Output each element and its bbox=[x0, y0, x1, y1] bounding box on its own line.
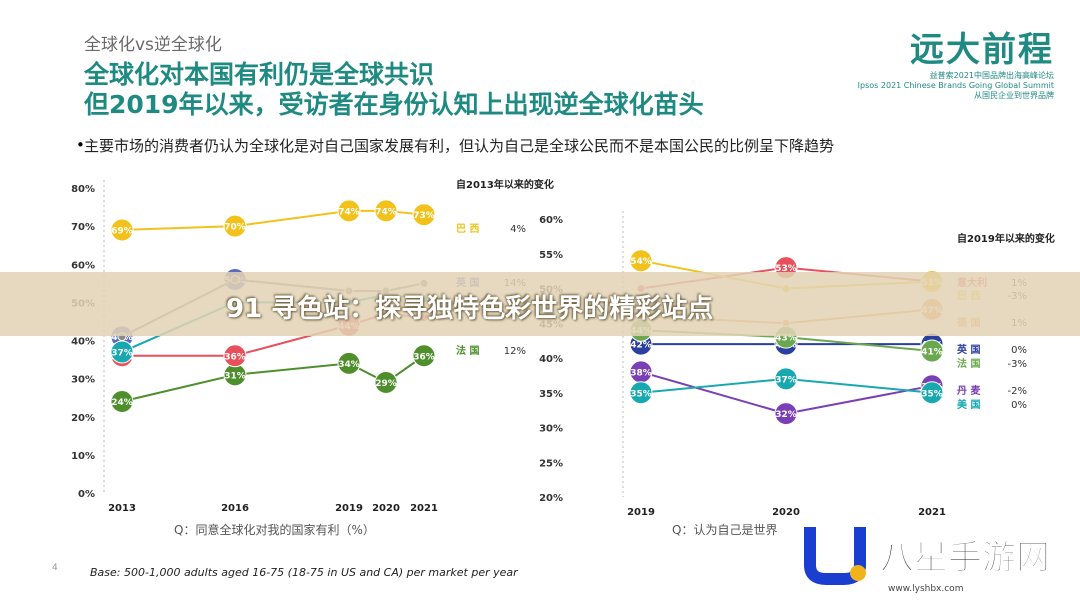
chart-0-series-3-point-1 bbox=[223, 344, 247, 368]
chart-0-series-2-point-0 bbox=[110, 390, 134, 413]
slide-title: 全球化对本国有利仍是全球共识 但2019年以来，受访者在身份认知上出现逆全球化苗… bbox=[84, 60, 704, 120]
chart-0-ytick-8: 80% bbox=[71, 184, 95, 195]
watermark-logo: 八星手游网 www.lyshbx.com bbox=[798, 515, 1051, 594]
chart-1-legend-change-5: -2% bbox=[1008, 386, 1027, 397]
overlay-banner bbox=[0, 272, 1080, 336]
logo-wordmark: 远大前程 bbox=[910, 30, 1054, 70]
chart-0-series-0-label-4: 73% bbox=[413, 211, 435, 221]
base-note: Base: 500-1,000 adults aged 16-75 (18-75… bbox=[90, 566, 518, 579]
chart-0-ytick-2: 20% bbox=[71, 413, 95, 424]
chart-1-series-6-point-1 bbox=[774, 367, 798, 391]
chart-1-legend-title: 自2019年以来的变化 bbox=[957, 232, 1055, 245]
chart-1-ytick-8: 60% bbox=[539, 215, 563, 226]
chart-1-ytick-7: 55% bbox=[539, 250, 563, 261]
chart-1-ytick-0: 20% bbox=[539, 493, 563, 504]
chart-0-series-3-label-1: 36% bbox=[224, 352, 246, 362]
title-line-1: 全球化对本国有利仍是全球共识 bbox=[84, 60, 435, 89]
chart-1-series-5-point-1 bbox=[774, 402, 798, 426]
chart-1-series-6-label-0: 35% bbox=[630, 389, 652, 399]
chart-1-series-5-label-1: 32% bbox=[775, 410, 797, 420]
chart-0-xtick-4: 2021 bbox=[410, 503, 438, 514]
chart-0-legend-change-0: 4% bbox=[510, 224, 526, 235]
bullet-text: 主要市场的消费者仍认为全球化是对自己国家发展有利，但认为自己是全球公民而不是本国… bbox=[84, 137, 835, 155]
chart-0-xlabel: Q：同意全球化对我的国家有利（%） bbox=[174, 522, 375, 537]
chart-1-series-6-point-0 bbox=[629, 381, 653, 405]
banner-text: 91 寻色站：探寻独特色彩世界的精彩站点 bbox=[226, 294, 714, 324]
chart-1-series-3-label-0: 42% bbox=[630, 341, 652, 351]
chart-1-series-6-point-2 bbox=[920, 381, 944, 405]
chart-0-xtick-1: 2016 bbox=[221, 503, 249, 514]
chart-1-ytick-1: 25% bbox=[539, 458, 563, 469]
chart-1-series-5-label-0: 38% bbox=[630, 368, 652, 378]
chart-1-legend-change-4: -3% bbox=[1008, 359, 1027, 370]
chart-0-series-2-label-2: 34% bbox=[338, 360, 360, 370]
chart-0-series-0-point-3 bbox=[374, 199, 398, 223]
chart-1-series-6-label-1: 37% bbox=[775, 375, 797, 385]
logo-subtitle-cn: 益普索2021中国品牌出海高峰论坛 bbox=[929, 71, 1054, 80]
brand-logo: 远大前程 益普索2021中国品牌出海高峰论坛 Ipsos 2021 Chines… bbox=[858, 22, 1054, 101]
chart-0-legend-change-2: 12% bbox=[504, 346, 526, 357]
chart-1-series-1-label-0: 54% bbox=[630, 257, 652, 267]
chart-0-ytick-1: 10% bbox=[71, 451, 95, 462]
chart-0-series-0-point-2 bbox=[337, 199, 361, 223]
chart-0-ytick-4: 40% bbox=[71, 337, 95, 348]
chart-1-ytick-3: 35% bbox=[539, 389, 563, 400]
chart-1-series-4-point-2 bbox=[920, 339, 944, 363]
chart-0-series-2-point-4 bbox=[412, 344, 436, 368]
chart-0-legend-name-2: 法 国 bbox=[456, 344, 479, 357]
chart-1-legend-name-6: 美 国 bbox=[957, 398, 980, 411]
title-line-2: 但2019年以来，受访者在身份认知上出现逆全球化苗头 bbox=[84, 90, 704, 119]
chart-0-series-0-label-2: 74% bbox=[338, 207, 360, 217]
chart-0-xtick-3: 2020 bbox=[372, 503, 400, 514]
chart-0-series-0-label-1: 70% bbox=[224, 223, 246, 233]
chart-0-series-2-label-0: 24% bbox=[111, 398, 133, 408]
chart-0-series-0-label-3: 74% bbox=[375, 207, 397, 217]
chart-1-xlabel: Q：认为自己是世界 bbox=[672, 523, 777, 537]
chart-0-xtick-0: 2013 bbox=[108, 503, 136, 514]
chart-0-series-2-point-2 bbox=[337, 351, 361, 375]
chart-0-legend-title: 自2013年以来的变化 bbox=[456, 178, 554, 191]
chart-0-series-2-label-1: 31% bbox=[224, 371, 246, 381]
logo-subtitle-en: Ipsos 2021 Chinese Brands Going Global S… bbox=[857, 81, 1054, 90]
watermark: 八星手游网 www.lyshbx.com bbox=[770, 507, 1070, 601]
chart-0-series-0-label-0: 69% bbox=[111, 226, 133, 236]
chart-0-series-2-label-4: 36% bbox=[413, 352, 435, 362]
chart-0-series-2-label-3: 29% bbox=[375, 379, 397, 389]
chart-0-series-0-point-0 bbox=[110, 218, 134, 242]
page-number: 4 bbox=[52, 563, 58, 573]
chart-1-legend-change-3: 0% bbox=[1011, 345, 1027, 356]
chart-1-legend-change-6: 0% bbox=[1011, 400, 1027, 411]
chart-1-ytick-4: 40% bbox=[539, 354, 563, 365]
bullet-dot: • bbox=[76, 136, 85, 154]
chart-1-legend-name-4: 法 国 bbox=[957, 357, 980, 370]
watermark-url: www.lyshbx.com bbox=[888, 584, 963, 594]
chart-0-ytick-3: 30% bbox=[71, 375, 95, 386]
chart-1-series-4-label-2: 41% bbox=[921, 348, 943, 358]
chart-0-xtick-2: 2019 bbox=[335, 503, 363, 514]
chart-1-series-0-label-1: 53% bbox=[775, 264, 797, 274]
chart-0-series-4-label-0: 37% bbox=[111, 348, 133, 358]
chart-0-legend-name-0: 巴 西 bbox=[456, 223, 479, 235]
chart-1-series-6-label-2: 35% bbox=[921, 389, 943, 399]
watermark-dot-icon bbox=[850, 565, 866, 581]
chart-1-series-4-label-1: 43% bbox=[775, 334, 797, 344]
logo-tagline: 从国民企业到世界品牌 bbox=[974, 91, 1054, 100]
chart-1-xtick-2: 2021 bbox=[918, 507, 946, 518]
chart-1-series-1-point-0 bbox=[629, 249, 653, 273]
chart-1-xtick-0: 2019 bbox=[627, 507, 655, 518]
section-kicker: 全球化vs逆全球化 bbox=[84, 35, 222, 55]
watermark-text: 八星手游网 bbox=[880, 538, 1050, 578]
chart-1-xtick-1: 2020 bbox=[772, 507, 800, 518]
chart-1-legend-name-5: 丹 麦 bbox=[957, 384, 981, 397]
chart-0-series-0-point-4 bbox=[412, 203, 436, 227]
chart-0-ytick-0: 0% bbox=[78, 489, 95, 500]
chart-0-ytick-6: 60% bbox=[71, 260, 95, 271]
chart-0-ytick-7: 70% bbox=[71, 222, 95, 233]
chart-1-legend-name-3: 英 国 bbox=[956, 343, 980, 356]
chart-0-series-0-point-1 bbox=[223, 214, 247, 238]
chart-0-series-2-point-3 bbox=[374, 370, 398, 394]
chart-1-ytick-2: 30% bbox=[539, 424, 563, 435]
